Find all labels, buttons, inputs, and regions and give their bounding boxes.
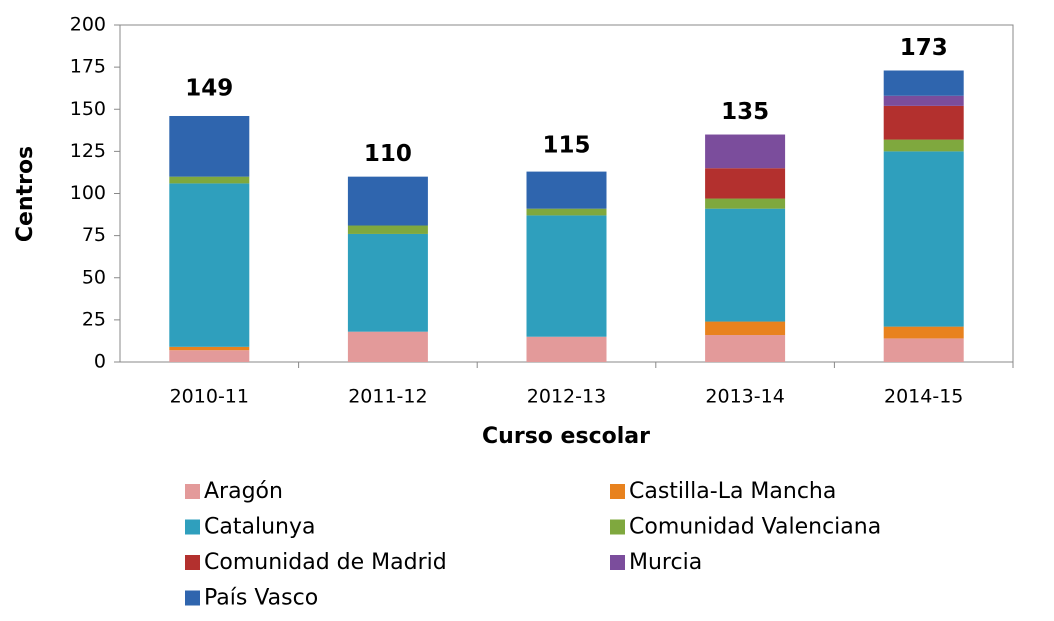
legend-swatch [610,519,625,535]
y-tick-label: 50 [82,266,106,288]
legend-swatch [185,590,200,606]
bar-segment [169,176,250,184]
x-axis-title: Curso escolar [482,424,650,449]
bar-segment [347,233,428,332]
bar-segment [169,115,250,177]
y-tick-label: 100 [70,182,106,204]
legend-label: Comunidad de Madrid [204,550,447,575]
bar-segment [883,326,964,339]
bar-segment [169,346,250,351]
bar-segment [526,336,607,362]
y-tick-label: 125 [70,140,106,162]
x-tick-label: 2013-14 [705,386,784,408]
legend-swatch [185,555,200,570]
y-tick-label: 175 [70,56,106,78]
total-label: 149 [185,75,233,101]
bar-segment [883,105,964,140]
bar-segment [705,335,786,362]
bar-segment [705,208,786,322]
total-label: 115 [542,133,590,159]
bar-segment [705,134,786,169]
bar-segment [347,225,428,234]
legend-swatch [610,555,625,570]
y-tick-label: 25 [82,308,106,330]
y-tick-label: 150 [70,98,106,120]
total-label: 110 [364,141,412,167]
bar-segment [526,171,607,209]
legend-swatch [185,484,200,499]
bar-segment [883,95,964,106]
bar-segment [705,198,786,209]
legend-swatch [610,484,625,499]
bar-segment [705,321,786,336]
total-label: 135 [721,99,769,125]
legend-label: Murcia [629,550,702,575]
bar-segment [883,139,964,152]
y-tick-label: 200 [70,14,106,36]
bar-segment [883,338,964,362]
x-tick-label: 2011-12 [348,386,427,408]
legend-label: País Vasco [204,586,318,611]
legend-label: Comunidad Valenciana [629,515,881,540]
legend-label: Catalunya [204,515,315,540]
bar-segment [169,183,250,347]
bar-segment [526,215,607,337]
bar-segment [705,168,786,199]
bar-segment [347,176,428,226]
y-axis-title: Centros [13,146,38,242]
legend-swatch [185,519,200,535]
legend-label: Castilla-La Mancha [629,479,836,504]
bar-segment [526,208,607,216]
y-tick-label: 75 [82,224,106,246]
y-tick-label: 0 [94,351,106,373]
x-tick-label: 2014-15 [884,386,963,408]
total-label: 173 [900,35,948,61]
bar-segment [883,151,964,327]
bar-segment [347,331,428,362]
x-tick-label: 2010-11 [170,386,249,408]
legend-label: Aragón [204,479,283,504]
bar-segment [883,70,964,96]
bar-segment [169,350,250,362]
x-tick-label: 2012-13 [527,386,606,408]
